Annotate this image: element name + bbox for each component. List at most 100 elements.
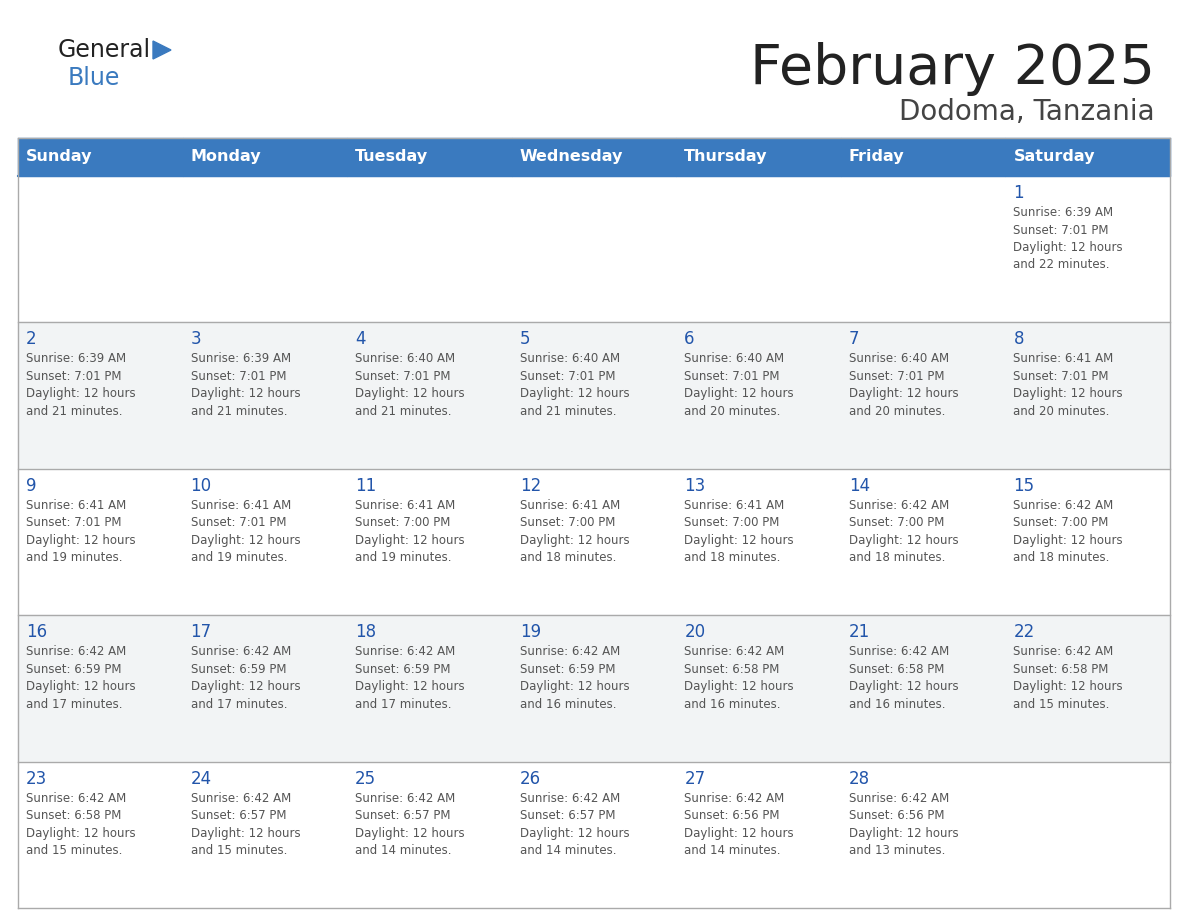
Text: and 17 minutes.: and 17 minutes. xyxy=(355,698,451,711)
Text: and 19 minutes.: and 19 minutes. xyxy=(190,552,287,565)
Text: Sunset: 7:01 PM: Sunset: 7:01 PM xyxy=(190,516,286,530)
Text: Sunset: 7:00 PM: Sunset: 7:00 PM xyxy=(684,516,779,530)
Text: Sunrise: 6:42 AM: Sunrise: 6:42 AM xyxy=(355,645,455,658)
Text: Daylight: 12 hours: Daylight: 12 hours xyxy=(1013,680,1123,693)
Bar xyxy=(841,138,1005,176)
Text: and 18 minutes.: and 18 minutes. xyxy=(849,552,946,565)
Text: Sunrise: 6:40 AM: Sunrise: 6:40 AM xyxy=(684,353,784,365)
Text: Sunset: 6:59 PM: Sunset: 6:59 PM xyxy=(355,663,450,676)
Bar xyxy=(18,322,1170,469)
Text: 21: 21 xyxy=(849,623,870,641)
Text: Daylight: 12 hours: Daylight: 12 hours xyxy=(1013,387,1123,400)
Text: and 18 minutes.: and 18 minutes. xyxy=(1013,552,1110,565)
Text: Daylight: 12 hours: Daylight: 12 hours xyxy=(1013,533,1123,547)
Text: 18: 18 xyxy=(355,623,377,641)
Text: Sunrise: 6:42 AM: Sunrise: 6:42 AM xyxy=(519,645,620,658)
Text: Sunset: 6:56 PM: Sunset: 6:56 PM xyxy=(684,809,779,823)
Text: and 21 minutes.: and 21 minutes. xyxy=(190,405,287,418)
Text: and 14 minutes.: and 14 minutes. xyxy=(355,844,451,857)
Text: Daylight: 12 hours: Daylight: 12 hours xyxy=(684,680,794,693)
Text: Sunrise: 6:42 AM: Sunrise: 6:42 AM xyxy=(684,645,784,658)
Text: Sunset: 6:58 PM: Sunset: 6:58 PM xyxy=(849,663,944,676)
Text: Sunset: 6:57 PM: Sunset: 6:57 PM xyxy=(355,809,450,823)
Bar xyxy=(18,138,183,176)
Bar xyxy=(18,469,1170,615)
Text: 28: 28 xyxy=(849,769,870,788)
Text: Daylight: 12 hours: Daylight: 12 hours xyxy=(1013,241,1123,254)
Text: and 15 minutes.: and 15 minutes. xyxy=(1013,698,1110,711)
Text: 24: 24 xyxy=(190,769,211,788)
Text: Daylight: 12 hours: Daylight: 12 hours xyxy=(190,387,301,400)
Text: Sunset: 6:59 PM: Sunset: 6:59 PM xyxy=(519,663,615,676)
Text: Sunset: 7:01 PM: Sunset: 7:01 PM xyxy=(26,370,121,383)
Text: and 15 minutes.: and 15 minutes. xyxy=(190,844,287,857)
Text: Daylight: 12 hours: Daylight: 12 hours xyxy=(190,826,301,840)
Text: Sunrise: 6:41 AM: Sunrise: 6:41 AM xyxy=(355,498,455,512)
Text: Sunset: 7:01 PM: Sunset: 7:01 PM xyxy=(519,370,615,383)
Text: and 20 minutes.: and 20 minutes. xyxy=(1013,405,1110,418)
Text: Sunrise: 6:42 AM: Sunrise: 6:42 AM xyxy=(849,498,949,512)
Text: and 21 minutes.: and 21 minutes. xyxy=(26,405,122,418)
Text: Sunrise: 6:42 AM: Sunrise: 6:42 AM xyxy=(190,645,291,658)
Text: 1: 1 xyxy=(1013,184,1024,202)
Text: Daylight: 12 hours: Daylight: 12 hours xyxy=(849,826,959,840)
Text: 10: 10 xyxy=(190,476,211,495)
Bar xyxy=(183,138,347,176)
Text: Sunrise: 6:42 AM: Sunrise: 6:42 AM xyxy=(519,791,620,804)
Text: and 20 minutes.: and 20 minutes. xyxy=(849,405,946,418)
Text: 12: 12 xyxy=(519,476,541,495)
Text: Sunset: 7:00 PM: Sunset: 7:00 PM xyxy=(519,516,615,530)
Text: and 16 minutes.: and 16 minutes. xyxy=(519,698,617,711)
Text: 19: 19 xyxy=(519,623,541,641)
Text: 2: 2 xyxy=(26,330,37,349)
Text: Sunrise: 6:41 AM: Sunrise: 6:41 AM xyxy=(1013,353,1113,365)
Text: Sunrise: 6:41 AM: Sunrise: 6:41 AM xyxy=(519,498,620,512)
Text: 9: 9 xyxy=(26,476,37,495)
Text: Daylight: 12 hours: Daylight: 12 hours xyxy=(849,680,959,693)
Text: Sunrise: 6:42 AM: Sunrise: 6:42 AM xyxy=(26,645,126,658)
Bar xyxy=(18,615,1170,762)
Text: 16: 16 xyxy=(26,623,48,641)
Text: and 18 minutes.: and 18 minutes. xyxy=(684,552,781,565)
Text: Daylight: 12 hours: Daylight: 12 hours xyxy=(190,680,301,693)
Text: Friday: Friday xyxy=(849,150,904,164)
Text: Sunrise: 6:42 AM: Sunrise: 6:42 AM xyxy=(190,791,291,804)
Text: and 14 minutes.: and 14 minutes. xyxy=(684,844,781,857)
Text: Daylight: 12 hours: Daylight: 12 hours xyxy=(684,533,794,547)
Text: 17: 17 xyxy=(190,623,211,641)
Text: and 15 minutes.: and 15 minutes. xyxy=(26,844,122,857)
Text: Daylight: 12 hours: Daylight: 12 hours xyxy=(355,826,465,840)
Text: Sunrise: 6:40 AM: Sunrise: 6:40 AM xyxy=(519,353,620,365)
Text: Sunrise: 6:42 AM: Sunrise: 6:42 AM xyxy=(26,791,126,804)
Text: and 22 minutes.: and 22 minutes. xyxy=(1013,259,1110,272)
Text: Sunset: 6:57 PM: Sunset: 6:57 PM xyxy=(190,809,286,823)
Text: Wednesday: Wednesday xyxy=(519,150,623,164)
Text: Sunset: 7:00 PM: Sunset: 7:00 PM xyxy=(849,516,944,530)
Text: Sunrise: 6:42 AM: Sunrise: 6:42 AM xyxy=(849,645,949,658)
Text: Saturday: Saturday xyxy=(1013,150,1095,164)
Bar xyxy=(512,138,676,176)
Text: Sunset: 6:58 PM: Sunset: 6:58 PM xyxy=(684,663,779,676)
Text: and 17 minutes.: and 17 minutes. xyxy=(190,698,287,711)
Text: Sunset: 7:01 PM: Sunset: 7:01 PM xyxy=(1013,223,1108,237)
Text: Sunrise: 6:41 AM: Sunrise: 6:41 AM xyxy=(26,498,126,512)
Text: Sunrise: 6:42 AM: Sunrise: 6:42 AM xyxy=(849,791,949,804)
Text: Sunset: 6:58 PM: Sunset: 6:58 PM xyxy=(1013,663,1108,676)
Text: Blue: Blue xyxy=(68,66,120,90)
Text: 14: 14 xyxy=(849,476,870,495)
Text: Sunset: 6:58 PM: Sunset: 6:58 PM xyxy=(26,809,121,823)
Text: 8: 8 xyxy=(1013,330,1024,349)
Text: Sunset: 7:01 PM: Sunset: 7:01 PM xyxy=(190,370,286,383)
Text: Sunrise: 6:40 AM: Sunrise: 6:40 AM xyxy=(355,353,455,365)
Text: 20: 20 xyxy=(684,623,706,641)
Text: Sunrise: 6:41 AM: Sunrise: 6:41 AM xyxy=(190,498,291,512)
Text: Sunset: 6:59 PM: Sunset: 6:59 PM xyxy=(26,663,121,676)
Text: and 16 minutes.: and 16 minutes. xyxy=(684,698,781,711)
Text: General: General xyxy=(58,38,151,62)
Text: 15: 15 xyxy=(1013,476,1035,495)
Text: Sunset: 7:00 PM: Sunset: 7:00 PM xyxy=(1013,516,1108,530)
Text: 6: 6 xyxy=(684,330,695,349)
Text: 25: 25 xyxy=(355,769,377,788)
Text: Daylight: 12 hours: Daylight: 12 hours xyxy=(26,387,135,400)
Text: 27: 27 xyxy=(684,769,706,788)
